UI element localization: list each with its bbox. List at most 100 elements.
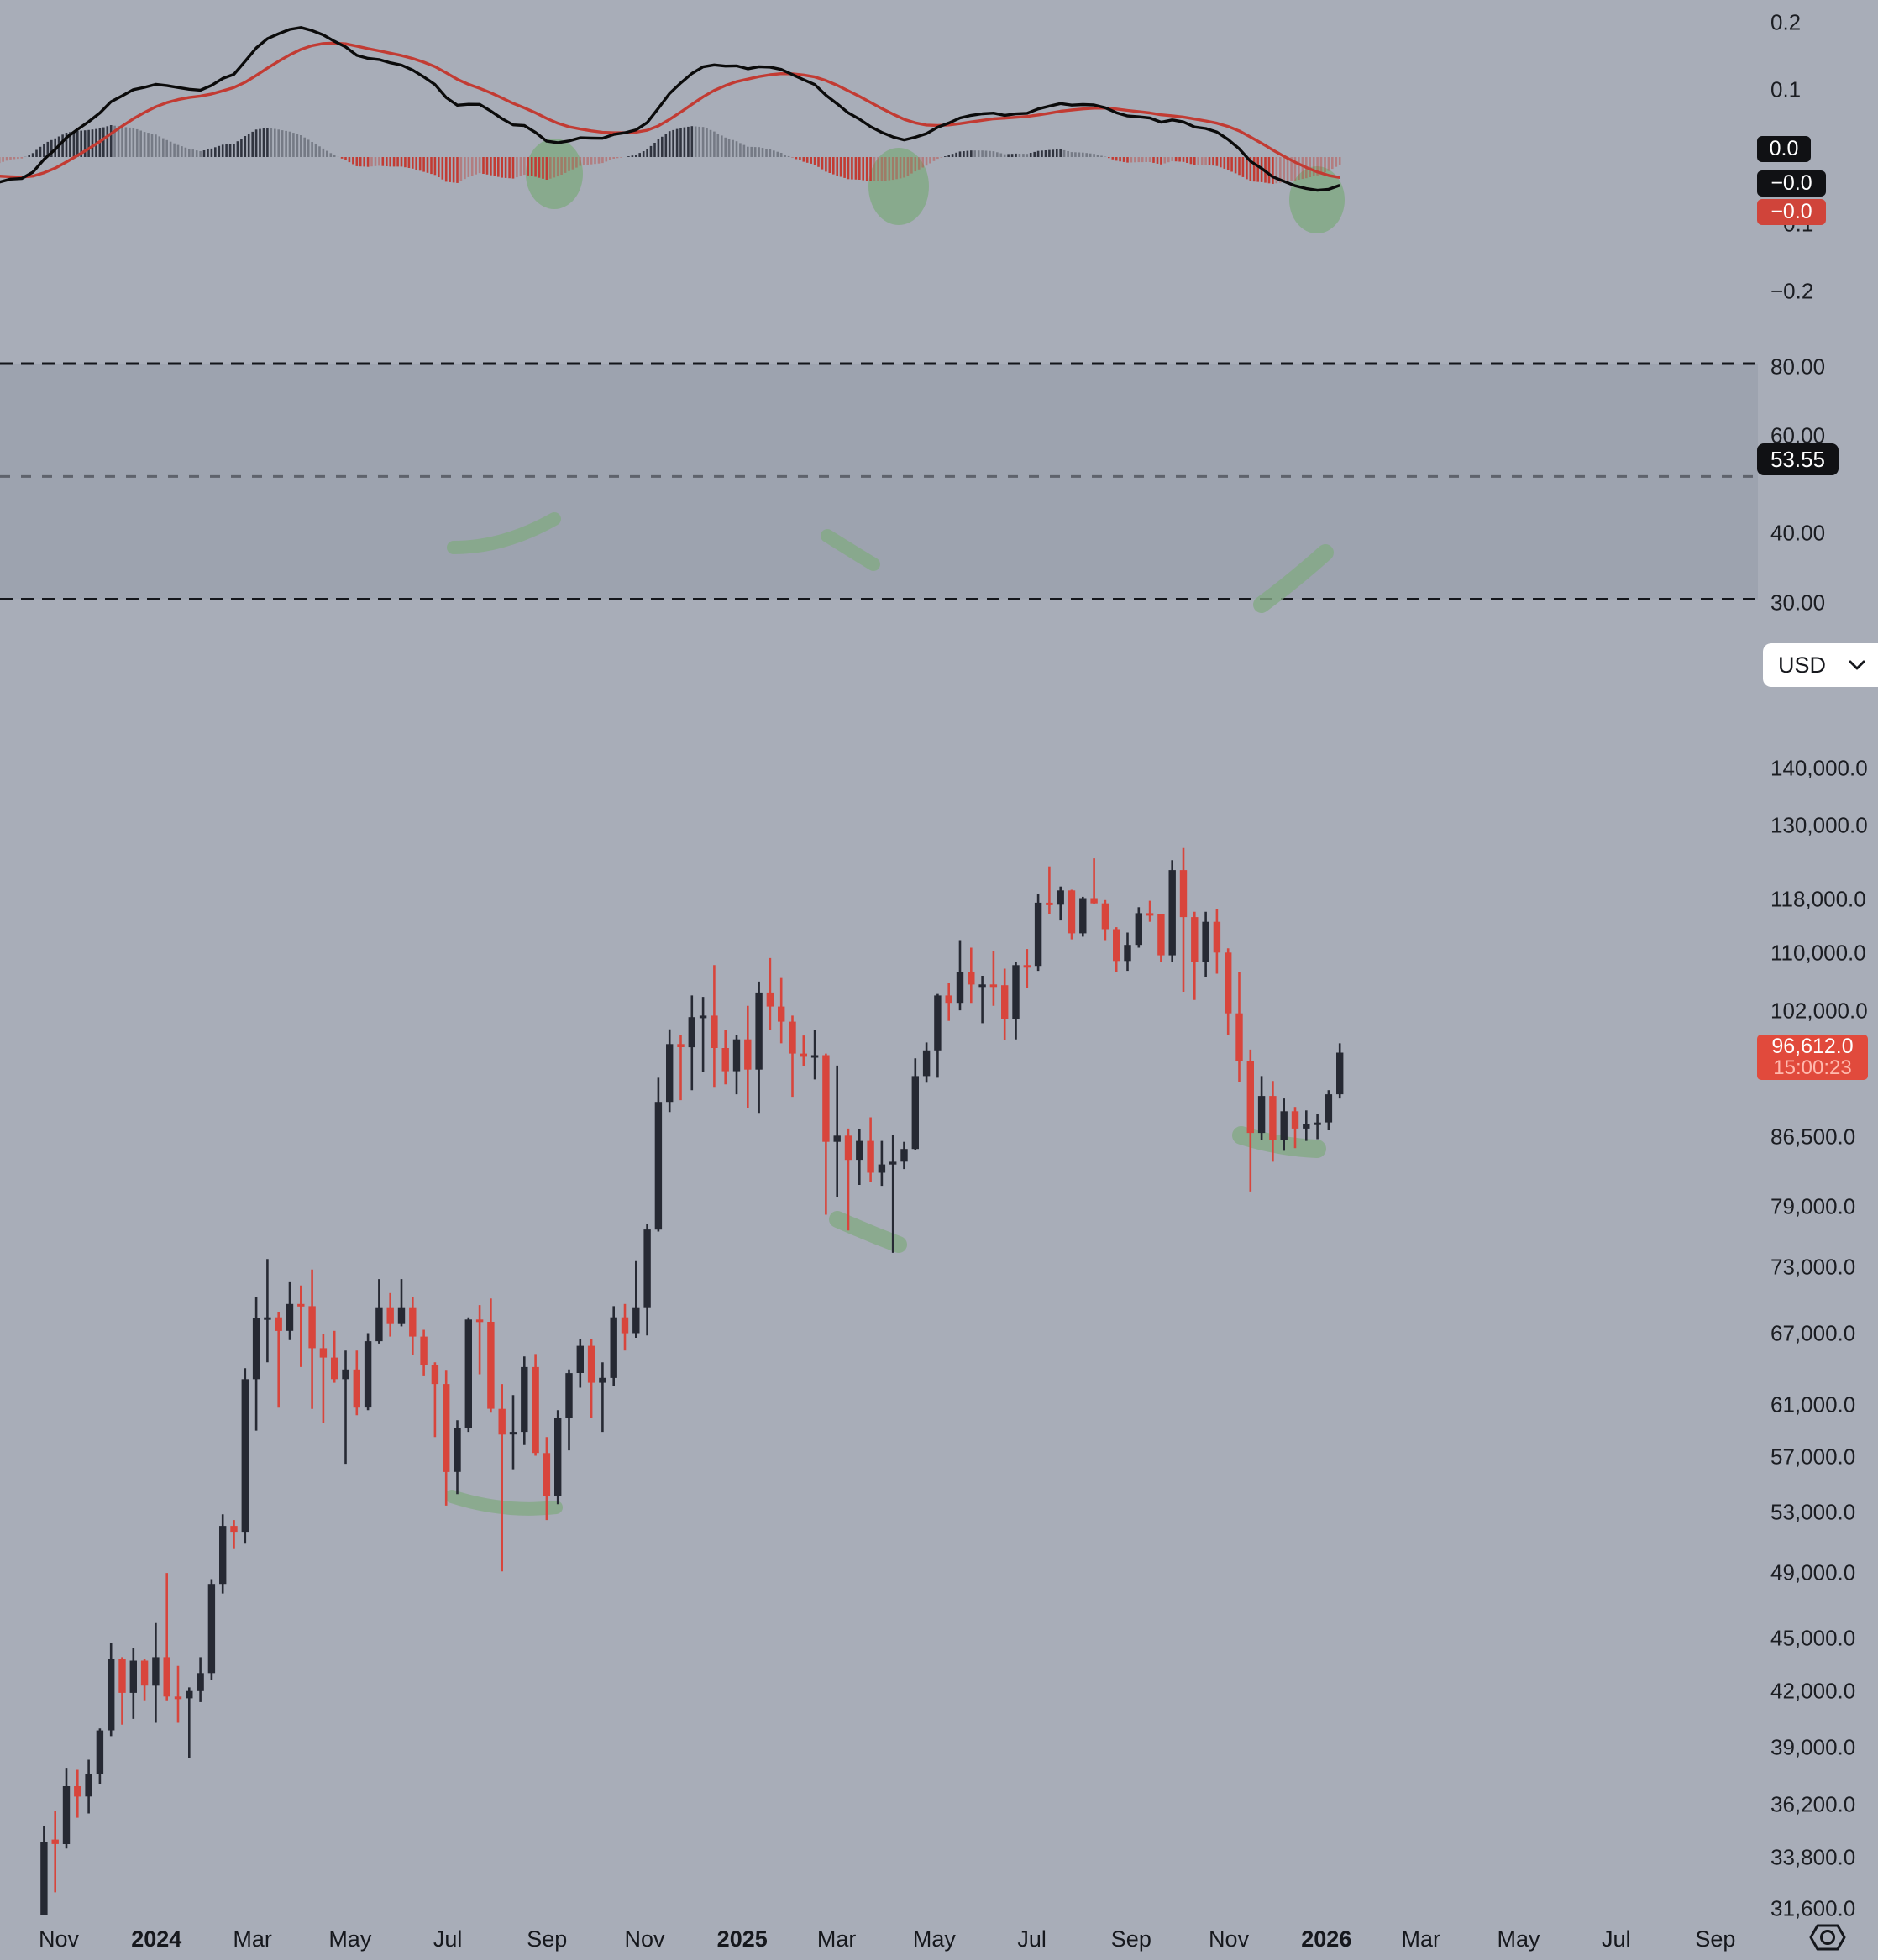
candle-body	[1001, 985, 1009, 1019]
candle-body	[1157, 914, 1165, 956]
candle-body	[666, 1044, 674, 1103]
candle-body	[1068, 890, 1076, 934]
candle-body	[118, 1659, 126, 1693]
candle-body	[1213, 921, 1221, 953]
candle-body	[565, 1373, 573, 1418]
price-axis-tick: 45,000.0	[1770, 1625, 1856, 1651]
candle-body	[1168, 870, 1176, 956]
candle-body	[654, 1102, 663, 1230]
candle-body	[252, 1318, 260, 1380]
candle-body	[844, 1135, 852, 1161]
candle-body	[789, 1021, 796, 1054]
last-price-badge: 96,612.0 15:00:23	[1757, 1035, 1868, 1080]
price-axis-tick: 53,000.0	[1770, 1499, 1856, 1525]
time-axis-label: Nov	[1209, 1926, 1250, 1952]
macd-histogram-value-badge: 0.0	[1757, 136, 1811, 162]
time-axis-label: Mar	[1401, 1926, 1441, 1952]
candle-body	[1023, 965, 1031, 968]
macd-signal-line	[0, 41, 1340, 179]
candle-body	[610, 1317, 617, 1378]
time-axis[interactable]	[0, 1915, 1878, 1960]
time-axis-label: Nov	[624, 1926, 665, 1952]
price-axis-tick: 73,000.0	[1770, 1254, 1856, 1280]
candle-body	[978, 984, 986, 988]
candle-body	[51, 1839, 59, 1844]
candle-body	[96, 1730, 104, 1774]
candle-body	[397, 1307, 406, 1324]
rsi-value-badge: 53.55	[1757, 443, 1839, 475]
candle-body	[386, 1307, 394, 1324]
time-axis-label: Jul	[1017, 1926, 1047, 1952]
candle-body	[420, 1336, 428, 1365]
macd-cross-highlight	[868, 148, 929, 225]
candle-body	[331, 1357, 338, 1380]
rsi-bottom-highlight	[447, 512, 561, 554]
candle-body	[956, 972, 964, 1004]
price-axis-tick: 49,000.0	[1770, 1559, 1856, 1585]
candle-body	[487, 1322, 495, 1409]
candle-body	[621, 1317, 629, 1334]
price-axis-tick: 61,000.0	[1770, 1391, 1856, 1418]
candle-body	[353, 1369, 360, 1408]
candle-body	[207, 1584, 216, 1674]
candle-body	[454, 1428, 461, 1472]
candle-body	[1235, 1013, 1243, 1061]
candle-body	[922, 1050, 931, 1077]
macd-cross-highlight	[526, 139, 583, 209]
candle-body	[286, 1303, 294, 1331]
price-axis-tick: 118,000.0	[1770, 886, 1866, 912]
bar-countdown: 15:00:23	[1773, 1056, 1852, 1079]
candle-body	[129, 1660, 137, 1693]
candle-body	[732, 1039, 741, 1072]
candle-body	[699, 1015, 707, 1019]
candle-body	[778, 1006, 785, 1022]
candle-body	[1101, 903, 1109, 930]
candle-body	[856, 1140, 863, 1161]
candle-body	[1269, 1096, 1277, 1140]
time-axis-label: Jul	[433, 1926, 463, 1952]
candle-body	[152, 1657, 160, 1686]
time-axis-label: Jul	[1601, 1926, 1631, 1952]
price-axis-tick: 86,500.0	[1770, 1124, 1856, 1150]
candle-body	[264, 1317, 271, 1320]
candle-body	[308, 1306, 316, 1349]
price-axis-tick: 39,000.0	[1770, 1734, 1856, 1760]
candle-body	[85, 1774, 92, 1797]
candle-body	[1291, 1111, 1299, 1129]
time-axis-label: Sep	[527, 1926, 568, 1952]
candle-body	[632, 1307, 640, 1334]
candle-body	[498, 1408, 506, 1435]
candle-body	[945, 995, 952, 1004]
price-scale-settings-button[interactable]	[1806, 1916, 1849, 1958]
candle-body	[1179, 870, 1188, 918]
candle-body	[1057, 890, 1064, 905]
candle-body	[911, 1076, 919, 1150]
currency-dropdown[interactable]: USD	[1763, 643, 1878, 687]
time-axis-label: Sep	[1695, 1926, 1736, 1952]
price-axis-tick: 67,000.0	[1770, 1320, 1856, 1346]
candle-body	[867, 1140, 874, 1173]
candle-body	[755, 992, 763, 1070]
candle-body	[833, 1135, 841, 1142]
candle-body	[1124, 945, 1131, 962]
price-axis[interactable]	[1758, 0, 1878, 1915]
candle-body	[1202, 921, 1209, 962]
price-axis-tick: 102,000.0	[1770, 998, 1868, 1024]
price-bottom-highlight	[1232, 1126, 1326, 1158]
candle-body	[297, 1303, 305, 1307]
candle-body	[766, 992, 774, 1007]
candle-body	[721, 1048, 729, 1072]
price-axis-tick: 36,200.0	[1770, 1791, 1856, 1817]
candle-body	[543, 1453, 551, 1496]
candle-body	[230, 1526, 238, 1533]
time-axis-label: Nov	[38, 1926, 80, 1952]
price-axis-tick: 110,000.0	[1770, 940, 1866, 966]
candle-body	[1257, 1096, 1266, 1134]
candle-body	[219, 1526, 227, 1585]
macd-pane	[0, 26, 1341, 192]
candle-body	[800, 1053, 807, 1057]
price-pane	[40, 847, 1344, 1915]
last-price-value: 96,612.0	[1771, 1035, 1854, 1058]
